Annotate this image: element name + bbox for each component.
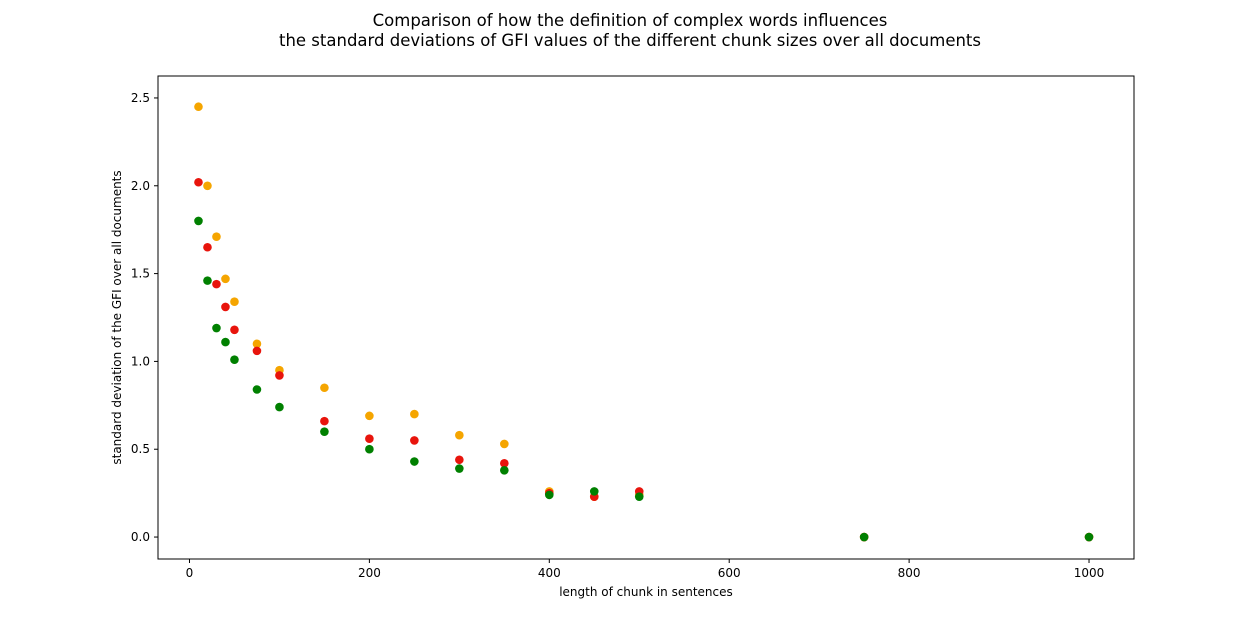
data-point-series-3 (500, 466, 509, 475)
plot-area-frame (157, 75, 1135, 560)
data-point-series-2 (203, 242, 212, 252)
y-tick-label: 1.0 (131, 354, 150, 368)
data-point-series-3 (275, 402, 284, 412)
data-point-series-2 (221, 302, 230, 312)
data-point-series-1 (203, 181, 212, 191)
y-axis-ticks: 0.0 0.5 1.0 1.5 2.0 2.5 (131, 91, 158, 544)
data-point-series-3 (365, 444, 374, 454)
y-tick-label: 0.5 (131, 442, 150, 456)
x-tick-label: 800 (898, 566, 921, 580)
data-point-series-2 (230, 325, 239, 335)
data-point-series-3 (252, 385, 262, 394)
data-point-series-3 (1084, 532, 1094, 542)
y-axis-label: standard deviation of the GFI over all d… (110, 170, 124, 464)
data-point-series-2 (500, 458, 509, 468)
data-point-series-3 (544, 490, 554, 500)
data-point-series-1 (410, 409, 419, 419)
data-point-series-1 (455, 430, 464, 440)
x-tick-label: 1000 (1074, 566, 1105, 580)
data-point-series-2 (252, 346, 262, 356)
x-axis-ticks: 0 200 400 600 800 1000 (186, 559, 1105, 580)
y-tick-label: 2.5 (131, 91, 150, 105)
data-point-series-2 (212, 279, 221, 289)
x-tick-label: 600 (718, 566, 741, 580)
data-points (194, 102, 1094, 542)
data-point-series-2 (365, 434, 374, 443)
data-point-series-3 (221, 337, 230, 347)
x-tick-label: 0 (186, 566, 194, 580)
data-point-series-1 (252, 339, 262, 349)
y-tick-label: 0.0 (131, 530, 150, 544)
data-point-series-3 (320, 427, 329, 436)
data-point-series-2 (194, 177, 203, 187)
chart-title-line-2: the standard deviations of GFI values of… (279, 31, 981, 50)
y-tick-label: 1.5 (131, 267, 150, 281)
data-point-series-1 (221, 274, 230, 284)
data-point-series-1 (500, 439, 509, 449)
x-axis-label: length of chunk in sentences (559, 585, 733, 599)
x-tick-label: 200 (358, 566, 381, 580)
data-point-series-2 (320, 416, 329, 426)
data-point-series-3 (230, 355, 239, 364)
data-point-series-1 (320, 383, 329, 393)
data-point-series-2 (275, 371, 284, 380)
data-point-series-1 (212, 232, 221, 242)
data-point-series-1 (194, 102, 203, 112)
y-tick-label: 2.0 (131, 179, 150, 193)
data-point-series-3 (634, 492, 644, 501)
data-point-series-3 (859, 532, 869, 542)
data-point-series-3 (194, 216, 203, 226)
data-point-series-3 (410, 457, 419, 466)
data-point-series-3 (455, 464, 464, 473)
data-point-series-2 (410, 436, 419, 445)
chart-title-line-1: Comparison of how the definition of comp… (373, 11, 888, 30)
data-point-series-1 (365, 411, 374, 421)
data-point-series-3 (203, 276, 212, 285)
data-point-series-1 (230, 297, 239, 306)
x-tick-label: 400 (538, 566, 561, 580)
chart-title: Comparison of how the definition of comp… (279, 11, 981, 50)
data-point-series-3 (212, 323, 221, 333)
data-point-series-3 (589, 487, 599, 496)
data-point-series-2 (455, 455, 464, 465)
